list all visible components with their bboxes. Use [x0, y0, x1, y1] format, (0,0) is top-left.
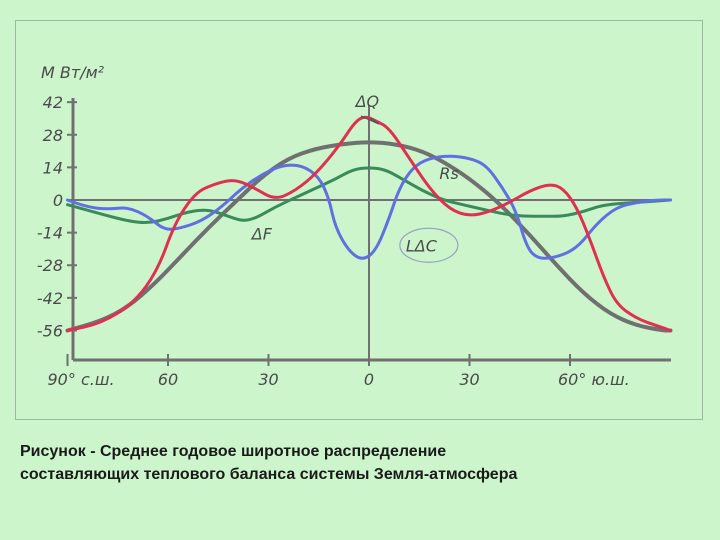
- y-tick-label: 0: [53, 191, 63, 210]
- x-tick-label: 90° с.ш.: [48, 370, 115, 389]
- y-tick-label: -28: [37, 256, 63, 275]
- x-tick-label: 30: [258, 370, 278, 389]
- series-line-red: [66, 115, 672, 332]
- curve-label: ΔF: [250, 225, 273, 244]
- x-tick-label: 30: [459, 370, 479, 389]
- series-line-gray: [65, 140, 673, 333]
- x-tick-label: 0: [364, 370, 374, 389]
- curve-label: Rs: [439, 164, 458, 183]
- y-axis-unit-label: М Вт/м²: [41, 63, 105, 82]
- y-tick-label: 28: [43, 126, 63, 145]
- heat-balance-chart: М Вт/м² 42 28 14 0 -14 -28 -42 -56 90° с.ш. 60 30 0…: [37, 63, 673, 389]
- y-tick-label: -56: [37, 321, 63, 340]
- series-line-green: [66, 166, 672, 225]
- y-tick-label: -42: [37, 289, 63, 308]
- x-tick-label: 60° ю.ш.: [558, 370, 630, 389]
- caption-line-1: Рисунок - Среднее годовое широтное распр…: [20, 443, 447, 460]
- label-highlight-ellipse: [399, 227, 459, 263]
- x-tick-label: 60: [158, 370, 178, 389]
- curve-label: ΔQ: [354, 92, 380, 111]
- curve-label: LΔC: [406, 236, 438, 255]
- peak-pointer-arrow: [360, 115, 380, 125]
- y-tick-label: 42: [43, 93, 63, 112]
- figure-caption: Рисунок - Среднее годовое широтное распр…: [20, 440, 700, 486]
- y-tick-label: 14: [43, 158, 63, 177]
- caption-line-2: составляющих теплового баланса системы З…: [20, 466, 518, 483]
- y-tick-label: -14: [37, 224, 63, 243]
